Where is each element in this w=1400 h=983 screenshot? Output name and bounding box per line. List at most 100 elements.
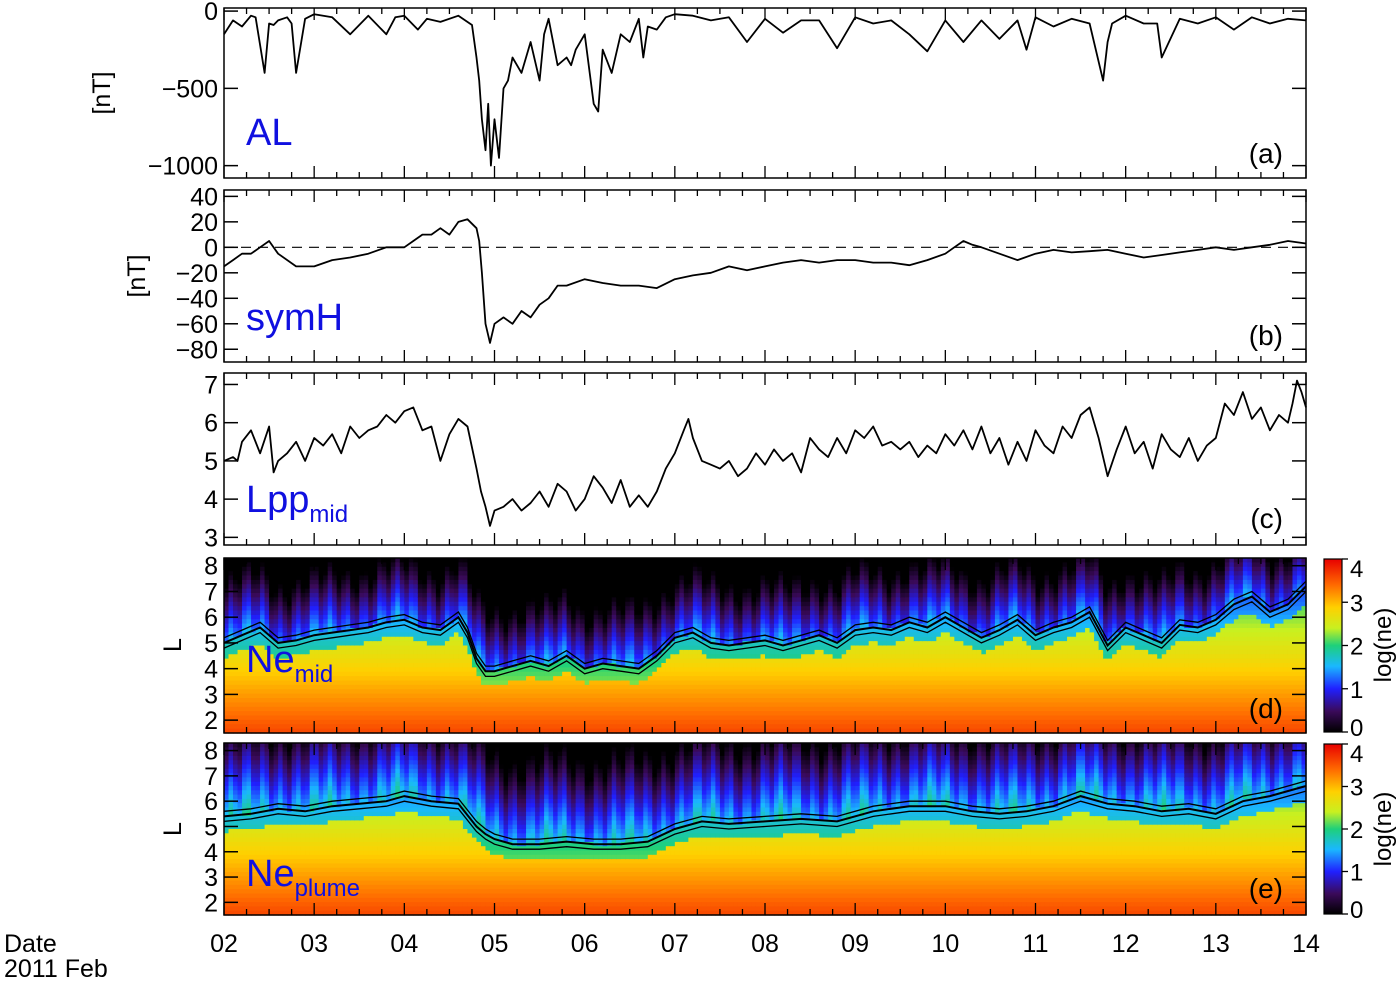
heatmap-cell: [494, 628, 500, 633]
heatmap-cell: [278, 588, 284, 594]
heatmap-cell: [269, 724, 275, 730]
heatmap-cell: [354, 597, 360, 603]
heatmap-cell: [260, 702, 266, 708]
heatmap-cell: [314, 702, 320, 708]
heatmap-cell: [260, 562, 266, 568]
heatmap-cell: [517, 606, 523, 612]
heatmap-cell: [508, 684, 514, 690]
heatmap-cell: [449, 645, 455, 651]
heatmap-cell: [706, 558, 712, 563]
heatmap-cell: [413, 728, 419, 734]
heatmap-cell: [426, 558, 432, 563]
heatmap-cell: [544, 719, 550, 725]
heatmap-cell: [300, 671, 306, 677]
heatmap-cell: [476, 693, 482, 699]
heatmap-cell: [643, 606, 649, 612]
heatmap-cell: [683, 579, 689, 585]
heatmap-cell: [710, 575, 717, 581]
heatmap-cell: [589, 663, 595, 668]
heatmap-cell: [508, 597, 514, 603]
heatmap-cell: [300, 702, 306, 708]
heatmap-cell: [318, 667, 324, 673]
heatmap-cell: [661, 601, 667, 607]
heatmap-cell: [444, 719, 451, 725]
heatmap-cell: [494, 558, 500, 563]
heatmap-cell: [404, 658, 410, 664]
heatmap-cell: [287, 706, 293, 712]
heatmap-cell: [354, 628, 360, 633]
heatmap-cell: [521, 728, 527, 734]
heatmap-cell: [291, 623, 297, 629]
heatmap-cell: [557, 649, 563, 655]
heatmap-cell: [354, 566, 360, 572]
heatmap-cell: [327, 579, 333, 585]
heatmap-cell: [260, 676, 266, 682]
heatmap-cell: [724, 593, 730, 598]
heatmap-cell: [332, 614, 338, 620]
heatmap-cell: [291, 558, 297, 563]
heatmap-cell: [327, 706, 333, 712]
heatmap-cell: [692, 623, 698, 629]
heatmap-cell: [494, 588, 500, 594]
heatmap-cell: [562, 689, 568, 695]
heatmap-cell: [638, 676, 644, 682]
heatmap-cell: [692, 606, 698, 612]
heatmap-cell: [652, 680, 658, 686]
heatmap-cell: [683, 623, 689, 629]
heatmap-cell: [368, 671, 374, 677]
heatmap-cell: [422, 728, 428, 734]
heatmap-cell: [413, 597, 419, 603]
heatmap-cell: [413, 632, 419, 638]
heatmap-cell: [656, 654, 662, 660]
heatmap-cell: [629, 593, 635, 598]
heatmap-cell: [363, 645, 369, 651]
heatmap-cell: [251, 684, 257, 690]
heatmap-cell: [494, 597, 500, 603]
heatmap-cell: [399, 724, 405, 730]
heatmap-cell: [341, 663, 347, 668]
heatmap-cell: [638, 680, 644, 686]
heatmap-cell: [562, 706, 568, 712]
heatmap-cell: [287, 702, 293, 708]
heatmap-cell: [327, 588, 333, 594]
heatmap-cell: [526, 601, 532, 607]
heatmap-cell: [305, 562, 311, 568]
heatmap-cell: [656, 614, 662, 620]
heatmap-cell: [264, 715, 270, 721]
heatmap-cell: [611, 724, 617, 730]
heatmap-cell: [629, 632, 635, 638]
heatmap-cell: [526, 575, 532, 581]
heatmap-cell: [530, 632, 536, 638]
heatmap-cell: [408, 641, 414, 647]
heatmap-cell: [246, 693, 252, 699]
heatmap-cell: [408, 579, 414, 585]
heatmap-cell: [535, 724, 541, 730]
heatmap-cell: [679, 724, 685, 730]
heatmap-cell: [363, 671, 369, 677]
heatmap-cell: [476, 676, 482, 682]
heatmap-cell: [426, 728, 432, 734]
heatmap-cell: [381, 719, 387, 725]
heatmap-cell: [354, 676, 360, 682]
heatmap-cell: [246, 706, 252, 712]
heatmap-cell: [575, 671, 581, 677]
heatmap-cell: [327, 610, 333, 616]
heatmap-cell: [575, 680, 581, 686]
heatmap-cell: [386, 671, 392, 677]
heatmap-cell: [557, 571, 563, 577]
heatmap-cell: [674, 641, 680, 647]
heatmap-cell: [629, 579, 635, 585]
heatmap-cell: [458, 571, 464, 577]
heatmap-cell: [287, 680, 293, 686]
heatmap-cell: [422, 636, 428, 642]
heatmap-cell: [449, 558, 455, 563]
heatmap-cell: [557, 711, 563, 717]
heatmap-cell: [350, 566, 356, 572]
heatmap-cell: [575, 728, 581, 734]
heatmap-cell: [296, 593, 302, 598]
heatmap-cell: [683, 658, 689, 664]
heatmap-cell: [562, 558, 568, 563]
heatmap-cell: [571, 579, 577, 585]
heatmap-cell: [390, 658, 396, 664]
heatmap-cell: [345, 610, 351, 616]
